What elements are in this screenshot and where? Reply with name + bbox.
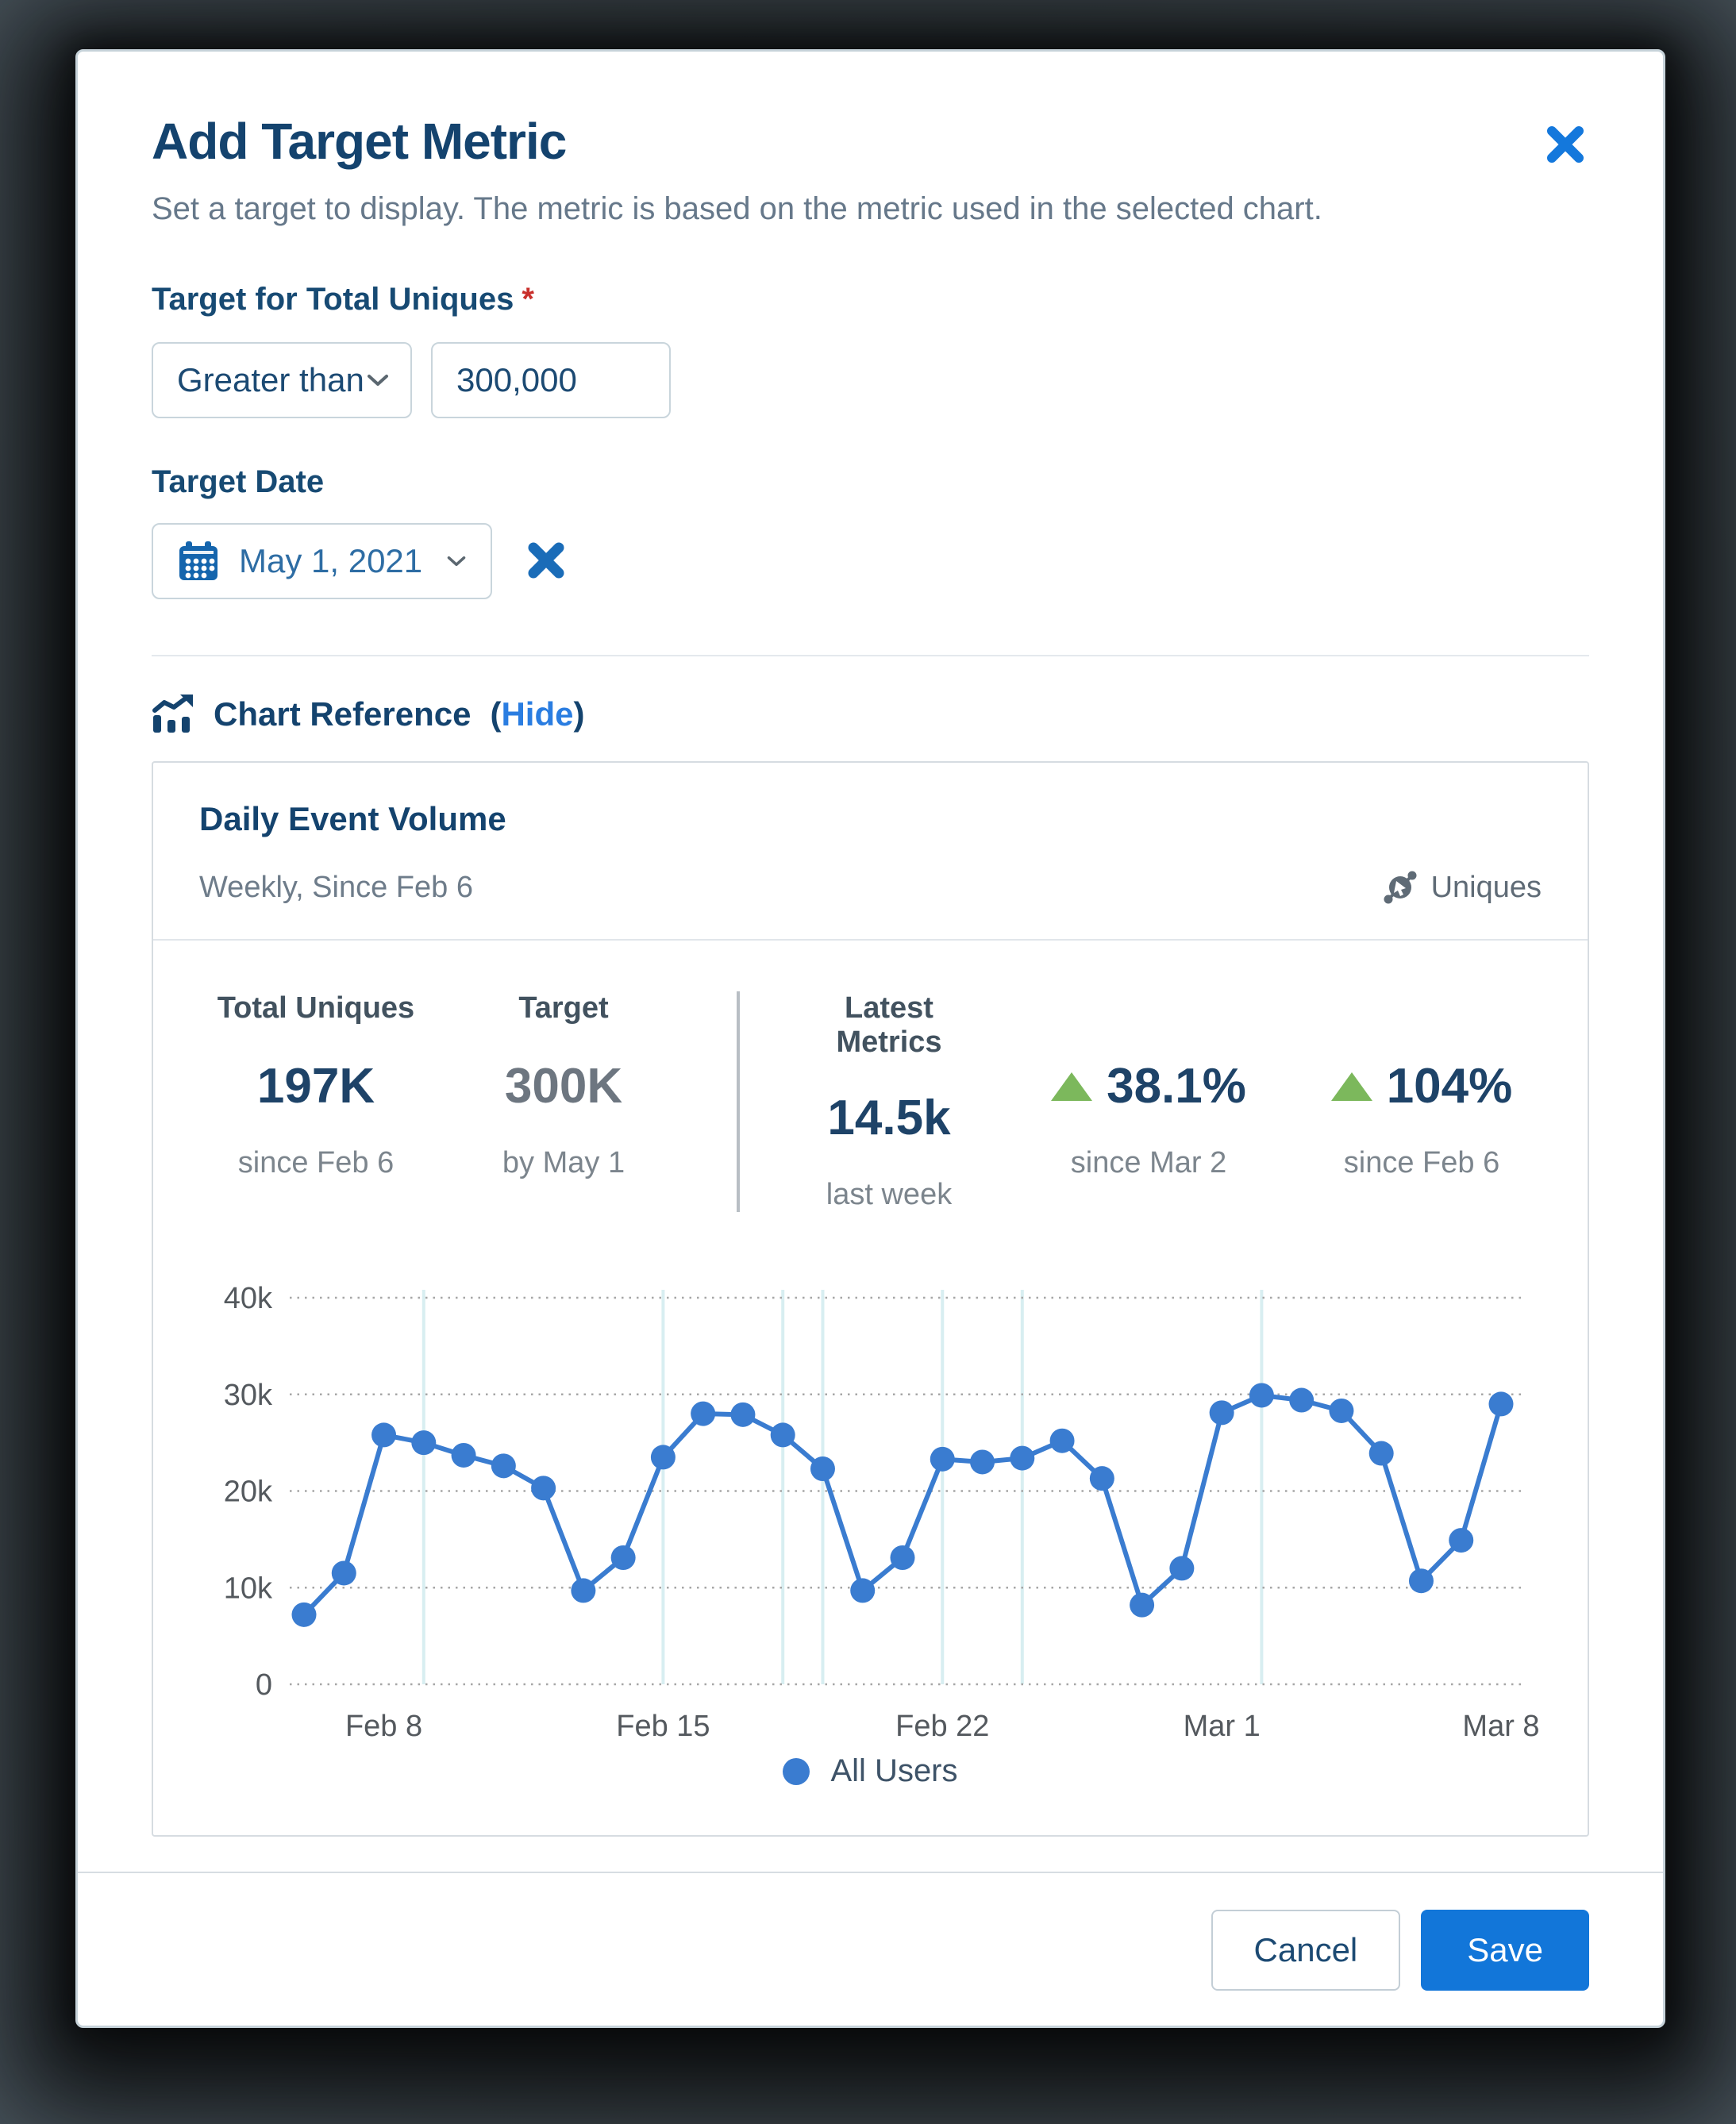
chart-reference-card: Daily Event Volume Weekly, Since Feb 6 U… — [152, 761, 1589, 1837]
required-asterisk: * — [522, 282, 534, 317]
metric-value-text: 38.1% — [1107, 1059, 1246, 1114]
uniques-icon — [1384, 871, 1417, 904]
chart-reference-row: Chart Reference (Hide) — [152, 695, 1589, 734]
line-chart-svg: 0 10k 20k 30k 40k Feb 8 Feb 15 Feb 22 Mar 1 Mar 8 — [224, 1282, 1540, 1743]
metric-target: Target 300K by May 1 — [445, 991, 683, 1212]
metrics-row: Total Uniques 197K since Feb 6 Target 30… — [153, 941, 1588, 1249]
modal-subtitle: Set a target to display. The metric is b… — [152, 191, 1322, 226]
metric-caption: last week — [826, 1178, 953, 1211]
svg-text:40k: 40k — [224, 1282, 273, 1315]
metric-caption: since Mar 2 — [1070, 1146, 1227, 1179]
form-divider — [152, 655, 1589, 656]
metric-label: Total Uniques — [217, 991, 415, 1025]
card-header-divider — [153, 939, 1588, 941]
paren-open: ( — [490, 695, 502, 733]
svg-text:0: 0 — [256, 1668, 272, 1702]
metric-label — [1318, 991, 1525, 1028]
hide-link[interactable]: Hide — [501, 695, 574, 733]
metric-caption: by May 1 — [502, 1146, 625, 1179]
metric-overall-change: 104% since Feb 6 — [1318, 991, 1525, 1212]
close-icon — [1547, 125, 1584, 163]
metric-total-uniques: Total Uniques 197K since Feb 6 — [197, 991, 435, 1212]
metric-value-text: 104% — [1386, 1059, 1513, 1114]
svg-text:Mar 8: Mar 8 — [1462, 1710, 1539, 1743]
close-button[interactable] — [1537, 117, 1594, 174]
cancel-button[interactable]: Cancel — [1211, 1910, 1401, 1991]
date-picker[interactable]: May 1, 2021 — [152, 523, 493, 599]
svg-text:Feb 15: Feb 15 — [616, 1710, 710, 1743]
svg-text:Feb 22: Feb 22 — [895, 1710, 989, 1743]
card-title: Daily Event Volume — [199, 800, 506, 837]
uniques-toggle[interactable]: Uniques — [1382, 869, 1542, 906]
metric-value: 197K — [256, 1059, 375, 1114]
metric-value: 300K — [504, 1059, 623, 1114]
modal-footer: Cancel Save — [78, 1872, 1663, 2026]
target-date-row: May 1, 2021 — [152, 523, 1589, 599]
target-field-label-text: Target for Total Uniques — [152, 282, 514, 317]
legend-dot-icon — [783, 1757, 810, 1785]
chevron-down-icon — [368, 375, 388, 386]
svg-text:Mar 1: Mar 1 — [1184, 1710, 1261, 1743]
chart-reference-icon — [152, 695, 193, 733]
clear-x-icon — [528, 542, 564, 578]
chart-reference-label: Chart Reference — [214, 695, 472, 733]
chart-legend: All Users — [153, 1749, 1588, 1835]
metric-caption: since Feb 6 — [237, 1146, 395, 1179]
comparator-select[interactable]: Greater than — [152, 342, 412, 418]
metrics-vertical-divider — [737, 991, 740, 1212]
uniques-label: Uniques — [1430, 870, 1542, 904]
metric-value: 14.5k — [827, 1091, 951, 1145]
metric-label: Latest Metrics — [836, 991, 942, 1059]
svg-text:10k: 10k — [224, 1572, 273, 1605]
card-subtitle: Weekly, Since Feb 6 — [199, 870, 473, 904]
card-subheader: Weekly, Since Feb 6 Uniques — [199, 869, 1542, 906]
metric-caption: since Feb 6 — [1343, 1146, 1500, 1179]
svg-text:Feb 8: Feb 8 — [345, 1710, 422, 1743]
paren-close: ) — [573, 695, 585, 733]
metric-latest: Latest Metrics 14.5k last week — [794, 991, 984, 1212]
calendar-icon — [179, 541, 217, 580]
comparator-value: Greater than — [177, 361, 364, 398]
hide-link-group: (Hide) — [490, 695, 584, 733]
up-arrow-icon — [1051, 1072, 1093, 1101]
card-header: Daily Event Volume Weekly, Since Feb 6 U… — [153, 763, 1588, 939]
svg-text:30k: 30k — [224, 1379, 273, 1412]
modal-header: Add Target Metric Set a target to displa… — [152, 112, 1589, 229]
date-value: May 1, 2021 — [239, 542, 423, 579]
metric-label — [1045, 991, 1252, 1028]
save-button[interactable]: Save — [1421, 1910, 1589, 1991]
metric-label: Target — [518, 991, 609, 1025]
chevron-down-icon — [447, 556, 466, 567]
modal-content: Add Target Metric Set a target to displa… — [78, 52, 1663, 1872]
target-input-row: Greater than — [152, 342, 1589, 418]
modal-title: Add Target Metric — [152, 113, 567, 170]
metric-value: 38.1% — [1045, 1058, 1252, 1114]
svg-text:20k: 20k — [224, 1476, 273, 1509]
target-field-label: Target for Total Uniques * — [152, 280, 1589, 318]
metric-week-over-week: 38.1% since Mar 2 — [1045, 991, 1252, 1212]
clear-date-button[interactable] — [524, 539, 568, 583]
metric-value: 104% — [1318, 1058, 1525, 1114]
legend-label: All Users — [830, 1753, 958, 1788]
target-value-input[interactable] — [431, 342, 671, 418]
target-date-label: Target Date — [152, 464, 325, 499]
up-arrow-icon — [1330, 1072, 1372, 1101]
add-target-metric-modal: Add Target Metric Set a target to displa… — [75, 49, 1665, 2028]
